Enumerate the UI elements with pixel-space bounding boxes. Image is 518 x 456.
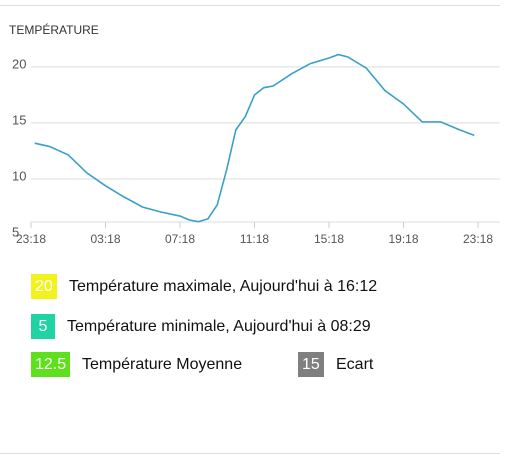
stat-label: Température minimale, Aujourd'hui à 08:2… (67, 318, 371, 335)
stat-badge: 5 (31, 314, 55, 339)
stat-badge: 20 (31, 274, 57, 299)
stat-label: Température Moyenne (82, 356, 243, 373)
stat-label: Ecart (336, 356, 374, 373)
chart-title: TEMPÉRATURE (9, 22, 99, 37)
stat-badge: 12.5 (31, 352, 71, 377)
x-tick-label: 15:18 (314, 232, 344, 246)
x-tick-label: 07:18 (165, 232, 195, 246)
x-tick-label: 23:18 (16, 232, 46, 246)
x-tick-label: 23:18 (463, 232, 493, 246)
stat-badge: 15 (298, 352, 324, 377)
stat-label: Température maximale, Aujourd'hui à 16:1… (69, 278, 378, 295)
top-rule (0, 5, 500, 6)
bottom-rule (0, 453, 500, 454)
y-tick-label: 10 (12, 168, 26, 183)
series-line (34, 53, 475, 223)
x-tick-label: 11:18 (240, 232, 269, 246)
x-tick-label: 19:18 (388, 232, 418, 246)
chart: TEMPÉRATURE 5 10 15 20 23:18 03:18 07:18 11:18 1… (9, 22, 500, 246)
y-tick-label: 15 (12, 112, 26, 127)
y-tick-label: 5 (12, 224, 19, 239)
y-tick-label: 20 (12, 56, 26, 71)
x-tick-label: 03:18 (90, 232, 120, 246)
